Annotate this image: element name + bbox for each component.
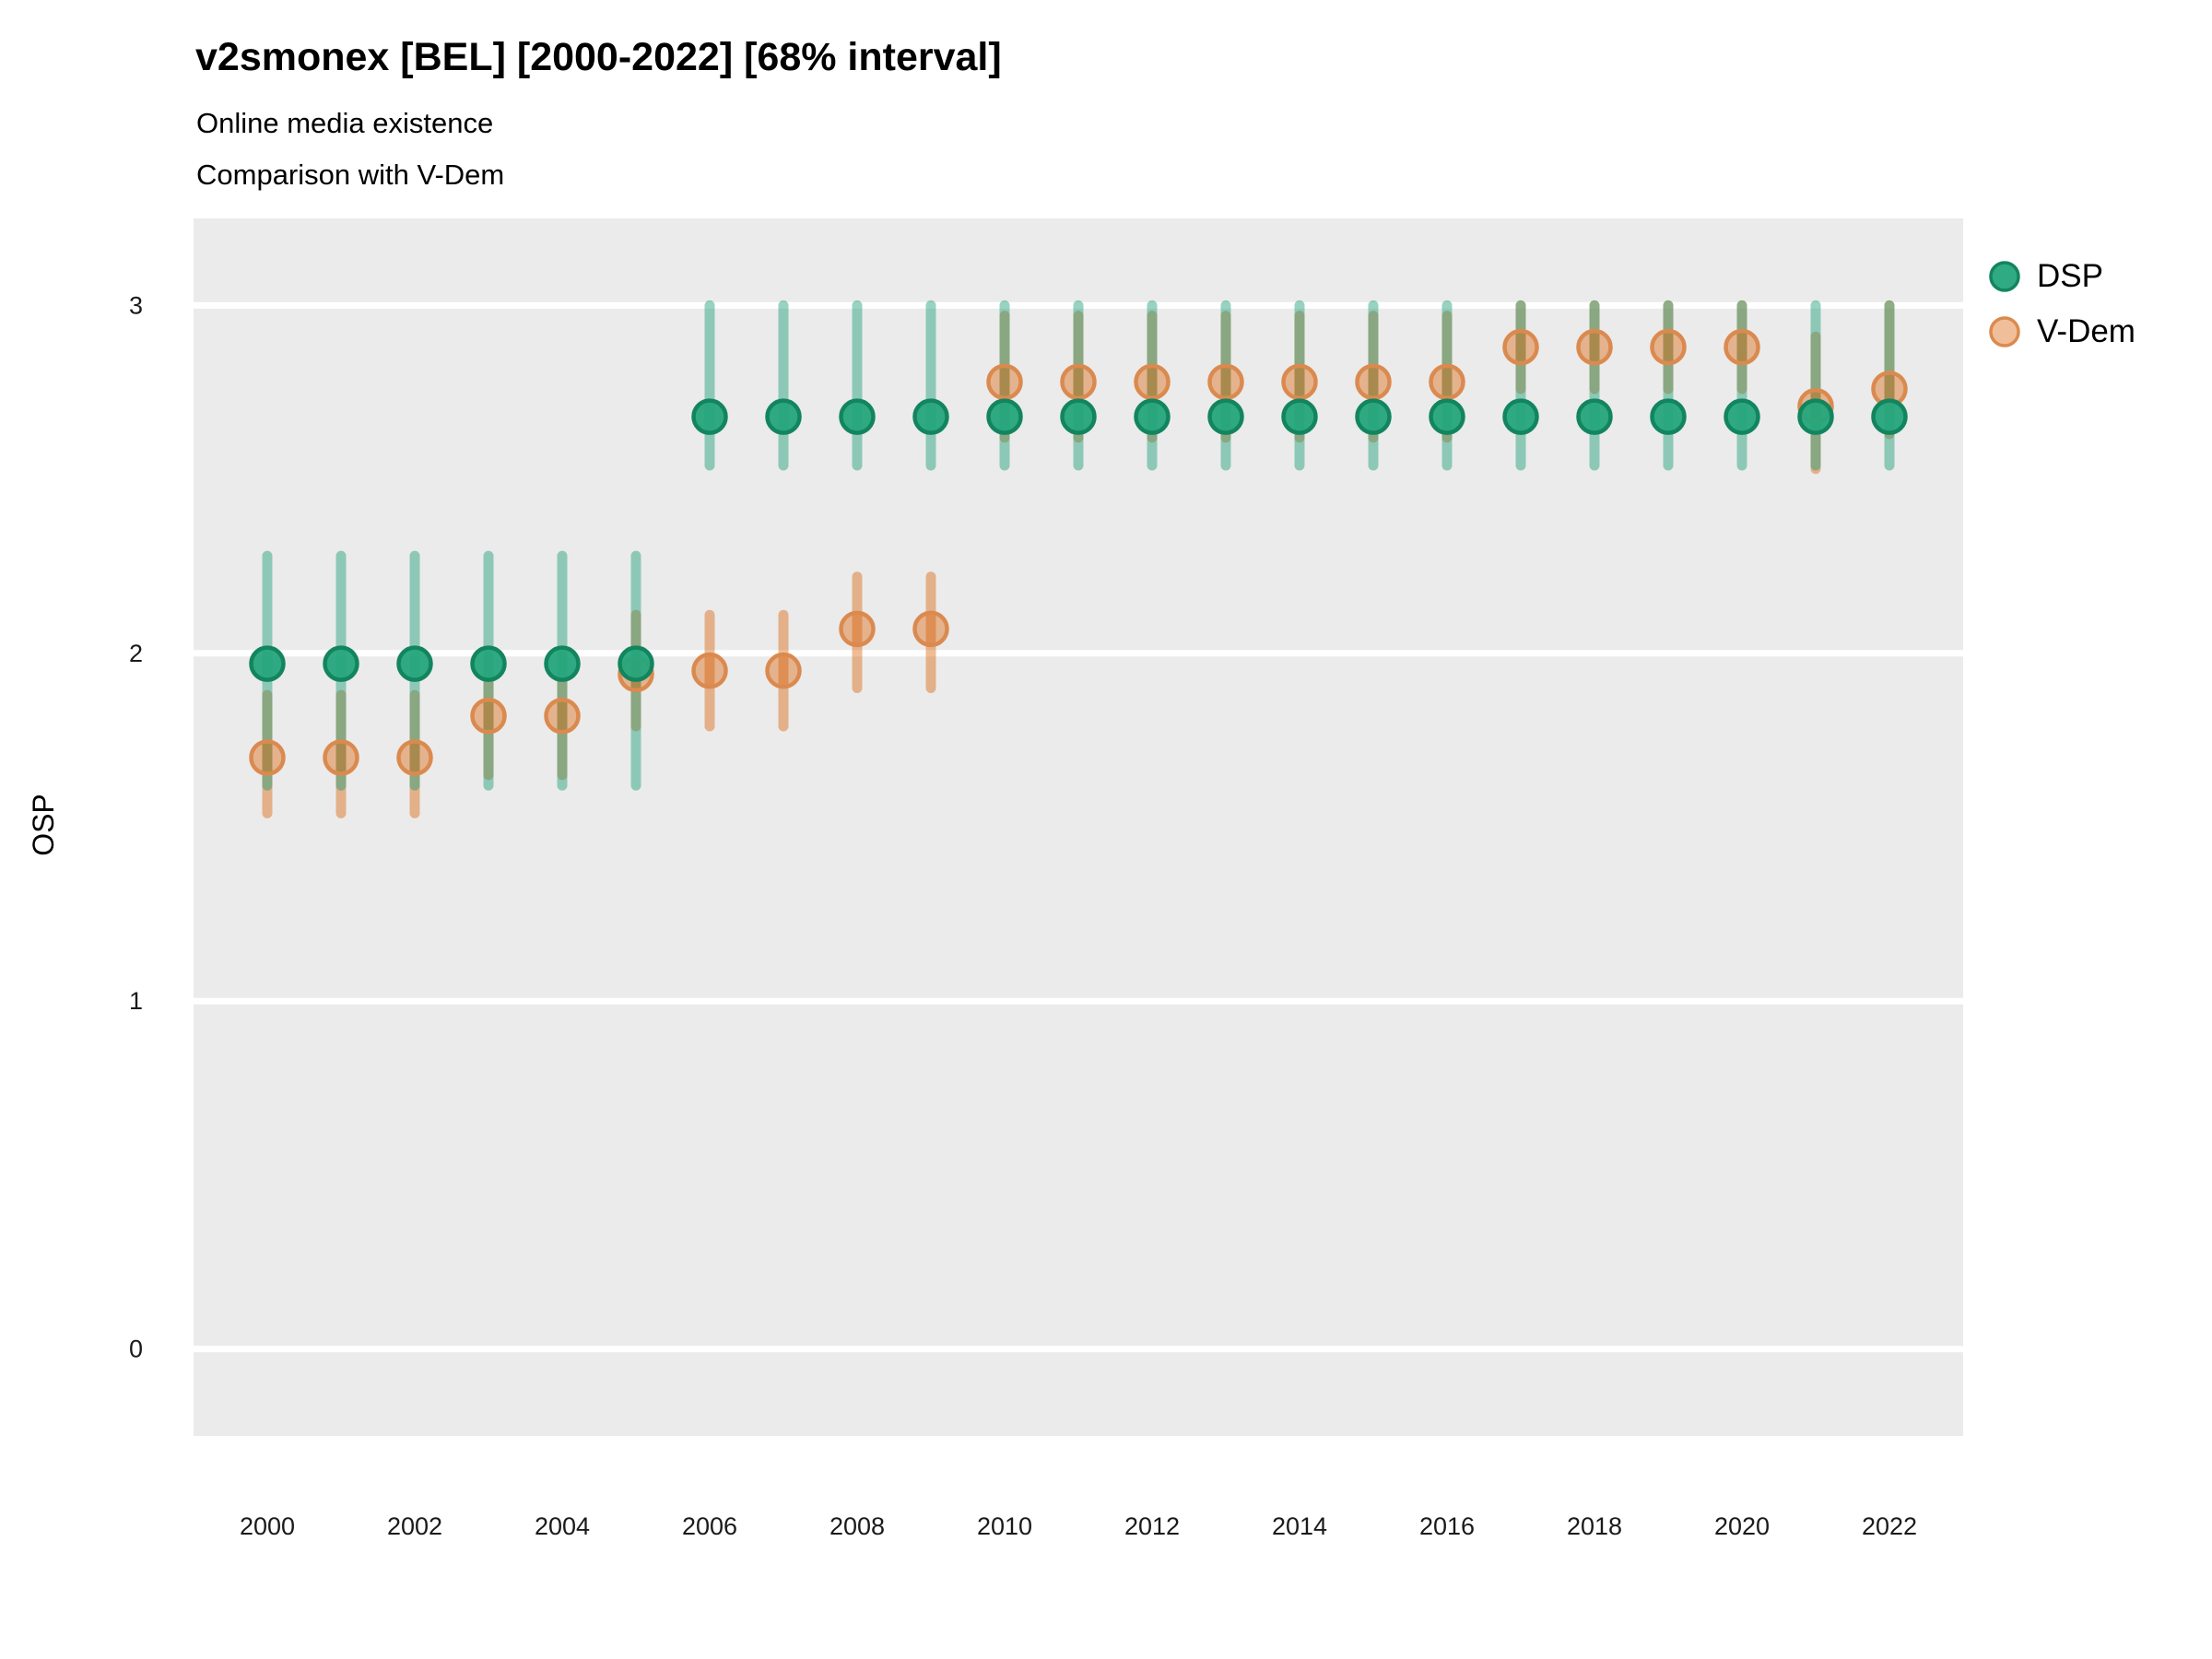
y-tick-label: 2 — [129, 640, 143, 667]
x-tick-label: 2012 — [1124, 1512, 1180, 1540]
x-tick-label: 2020 — [1714, 1512, 1770, 1540]
dsp-point — [1429, 398, 1465, 435]
legend-dsp-label: DSP — [2037, 258, 2103, 294]
dsp-point — [765, 398, 802, 435]
dsp-point — [1355, 398, 1392, 435]
vdem-point — [765, 652, 802, 689]
legend-item-dsp: DSP — [1987, 258, 2136, 295]
vdem-point — [1060, 363, 1097, 401]
dsp-point — [839, 398, 876, 435]
vdem-point — [1207, 363, 1244, 401]
vdem-point — [544, 697, 581, 735]
chart-subtitle: Online media existence — [196, 107, 494, 139]
x-tick-label: 2002 — [387, 1512, 442, 1540]
dsp-point — [396, 645, 433, 682]
chart-subtitle-2: Comparison with V-Dem — [196, 159, 505, 191]
vdem-point — [691, 652, 728, 689]
vdem-point — [1576, 328, 1613, 366]
dsp-point — [1502, 398, 1539, 435]
vdem-point — [839, 610, 876, 648]
legend-dsp-marker-icon — [1989, 261, 2020, 292]
dsp-point — [1650, 398, 1687, 435]
vdem-point — [1429, 363, 1465, 401]
dsp-point — [1871, 398, 1908, 435]
dsp-point — [1060, 398, 1097, 435]
x-tick-label: 2016 — [1419, 1512, 1475, 1540]
dsp-point — [691, 398, 728, 435]
dsp-point — [1797, 398, 1834, 435]
dsp-point — [1576, 398, 1613, 435]
y-axis-label: OSP — [27, 794, 60, 856]
vdem-point — [470, 697, 507, 735]
dsp-point — [249, 645, 286, 682]
legend-vdem-label: V-Dem — [2037, 313, 2136, 349]
x-tick-label: 2008 — [830, 1512, 885, 1540]
vdem-point — [249, 739, 286, 776]
x-tick-label: 2018 — [1567, 1512, 1622, 1540]
x-tick-label: 2004 — [535, 1512, 590, 1540]
vdem-point — [1724, 328, 1760, 366]
vdem-point — [1650, 328, 1687, 366]
vdem-point — [1355, 363, 1392, 401]
vdem-point — [1502, 328, 1539, 366]
dsp-point — [1134, 398, 1171, 435]
dsp-point — [323, 645, 359, 682]
chart-title: v2smonex [BEL] [2000-2022] [68% interval… — [195, 35, 1002, 79]
x-tick-label: 2000 — [240, 1512, 295, 1540]
x-tick-label: 2006 — [682, 1512, 737, 1540]
vdem-point — [396, 739, 433, 776]
vdem-point — [912, 610, 949, 648]
dsp-point — [1724, 398, 1760, 435]
legend-vdem-marker-icon — [1989, 316, 2020, 347]
vdem-point — [986, 363, 1023, 401]
dsp-point — [544, 645, 581, 682]
y-tick-label: 1 — [129, 987, 143, 1015]
x-tick-label: 2014 — [1272, 1512, 1327, 1540]
y-tick-label: 0 — [129, 1335, 143, 1363]
dsp-point — [1207, 398, 1244, 435]
vdem-point — [1134, 363, 1171, 401]
legend-item-vdem: V-Dem — [1987, 313, 2136, 350]
dsp-point — [912, 398, 949, 435]
dsp-point — [986, 398, 1023, 435]
legend: DSP V-Dem — [1987, 258, 2136, 350]
vdem-point — [1281, 363, 1318, 401]
dsp-point — [470, 645, 507, 682]
y-tick-label: 3 — [129, 291, 143, 319]
x-tick-label: 2010 — [977, 1512, 1032, 1540]
dsp-point — [618, 645, 654, 682]
dsp-point — [1281, 398, 1318, 435]
x-tick-label: 2022 — [1862, 1512, 1917, 1540]
vdem-point — [323, 739, 359, 776]
